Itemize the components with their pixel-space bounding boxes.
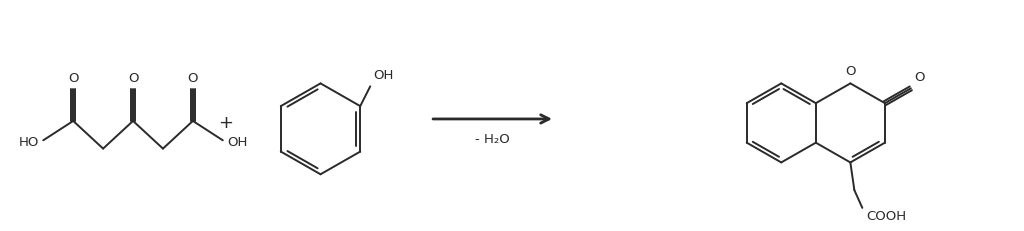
Text: COOH: COOH [866, 210, 906, 223]
Text: OH: OH [226, 136, 247, 149]
Text: O: O [128, 72, 138, 85]
Text: O: O [845, 65, 856, 79]
Text: O: O [187, 72, 198, 85]
Text: HO: HO [18, 136, 39, 149]
Text: O: O [68, 72, 79, 85]
Text: OH: OH [373, 69, 393, 82]
Text: - H₂O: - H₂O [475, 133, 510, 146]
Text: +: + [218, 114, 233, 132]
Text: O: O [913, 71, 925, 84]
